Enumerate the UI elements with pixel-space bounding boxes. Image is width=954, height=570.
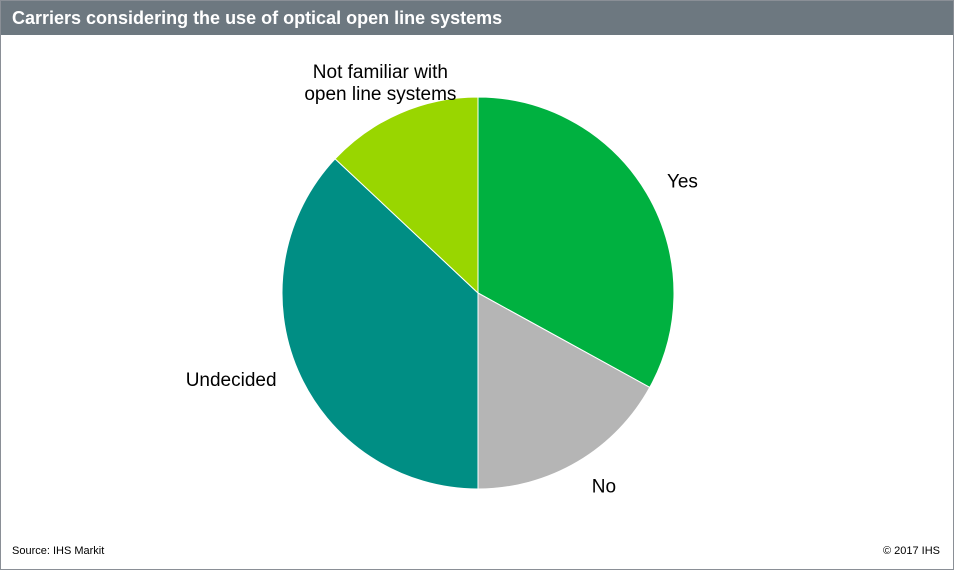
pie-chart: Yes No Undecided Not familiar with open line… [186, 62, 698, 498]
pie-slice-no [477, 292, 651, 490]
pie-label-yes: Yes [667, 171, 698, 192]
title-bar: Carriers considering the use of optical … [1, 1, 953, 35]
pie-label-undecided: Undecided [186, 370, 277, 391]
pie-label-no: No [592, 477, 616, 498]
pie-slice-yes [477, 96, 675, 389]
source-note: Source: IHS Markit [12, 545, 105, 557]
pie-slice-not-familiar-with-open-line-systems [334, 96, 479, 295]
pie-slice-undecided [281, 158, 479, 490]
copyright-note: © 2017 IHS [882, 545, 940, 557]
pie-label-not-familiar-with-open-line-systems: Not familiar with open line systems [304, 62, 456, 105]
chart-title: Carriers considering the use of optical … [12, 8, 503, 28]
